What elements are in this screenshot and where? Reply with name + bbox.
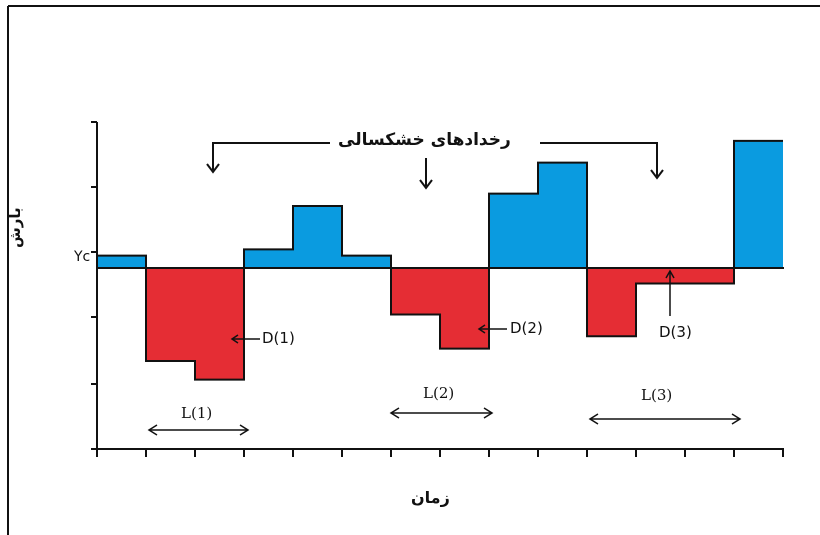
chart-title: رخدادهای خشکسالی	[338, 130, 511, 150]
deficit-label-1: D(1)	[262, 329, 295, 347]
precip-outline	[97, 139, 783, 381]
deficit-bar	[146, 268, 195, 361]
duration-arrows	[147, 407, 742, 436]
surplus-bar	[97, 255, 146, 268]
precip-bars	[97, 140, 783, 380]
surplus-bar	[342, 255, 391, 268]
deficit-bar	[391, 268, 440, 315]
surplus-bar	[734, 140, 783, 268]
deficit-label-2: D(2)	[510, 319, 543, 337]
x-ticks	[96, 449, 784, 457]
precip-step-line	[97, 139, 783, 381]
duration-label-2: L(2)	[423, 384, 455, 402]
x-axis-label: زمان	[411, 488, 450, 507]
deficit-bar	[440, 268, 489, 349]
duration-label-1: L(1)	[181, 404, 213, 422]
deficit-bar	[195, 268, 244, 380]
surplus-bar	[489, 193, 538, 268]
deficit-bar	[636, 268, 685, 284]
threshold-label: Yc	[74, 249, 91, 265]
surplus-bar	[244, 249, 293, 268]
duration-label-3: L(3)	[641, 386, 673, 404]
deficit-arrows	[230, 269, 675, 344]
deficit-label-3: D(3)	[659, 323, 692, 341]
y-ticks	[91, 121, 97, 450]
surplus-bar	[293, 206, 342, 268]
surplus-bar	[538, 162, 587, 268]
deficit-bar	[685, 268, 734, 284]
deficit-bar	[587, 268, 636, 337]
title-arrows	[206, 142, 664, 190]
y-axis-label: بارش	[6, 207, 24, 248]
